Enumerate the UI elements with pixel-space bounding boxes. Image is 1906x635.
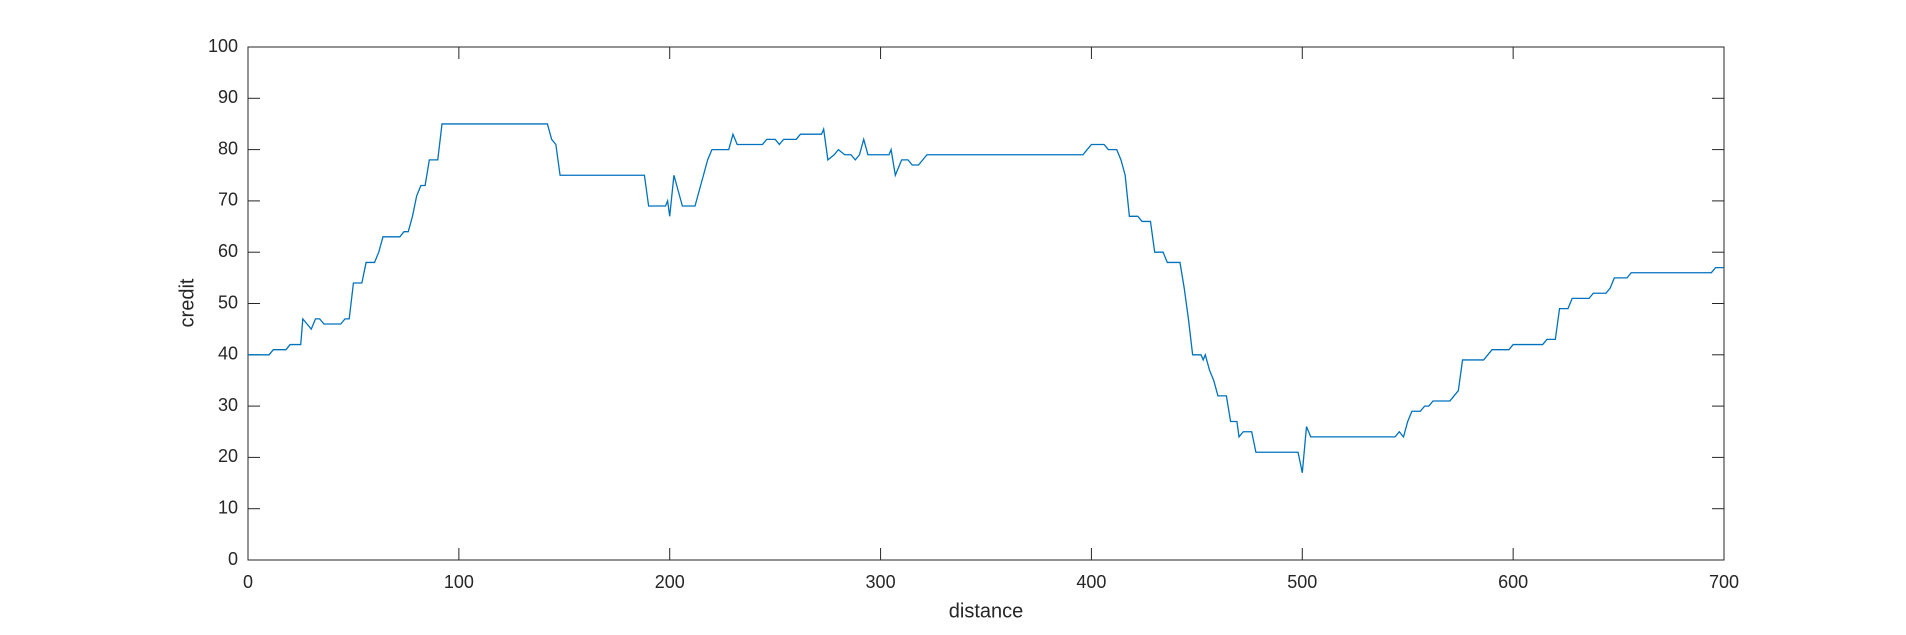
y-tick-label: 40 [218,344,238,364]
y-tick-label: 70 [218,190,238,210]
y-tick-label: 100 [208,36,238,56]
y-tick-label: 0 [228,549,238,569]
axes-box [247,46,1725,561]
y-tick-label: 80 [218,138,238,158]
y-tick-label: 10 [218,497,238,517]
y-tick-label: 30 [218,395,238,415]
x-tick-label: 100 [444,572,474,592]
y-tick-label: 90 [218,87,238,107]
x-tick-label: 700 [1709,572,1739,592]
x-tick-label: 200 [655,572,685,592]
y-tick-label: 50 [218,292,238,312]
y-tick-label: 60 [218,241,238,261]
x-tick-label: 600 [1498,572,1528,592]
data-line [248,123,1724,473]
x-tick-label: 0 [243,572,253,592]
x-tick-label: 300 [866,572,896,592]
x-tick-label: 400 [1076,572,1106,592]
x-tick-label: 500 [1287,572,1317,592]
y-axis-label: credit [176,278,198,327]
y-tick-label: 20 [218,446,238,466]
x-axis-label: distance [949,600,1024,622]
